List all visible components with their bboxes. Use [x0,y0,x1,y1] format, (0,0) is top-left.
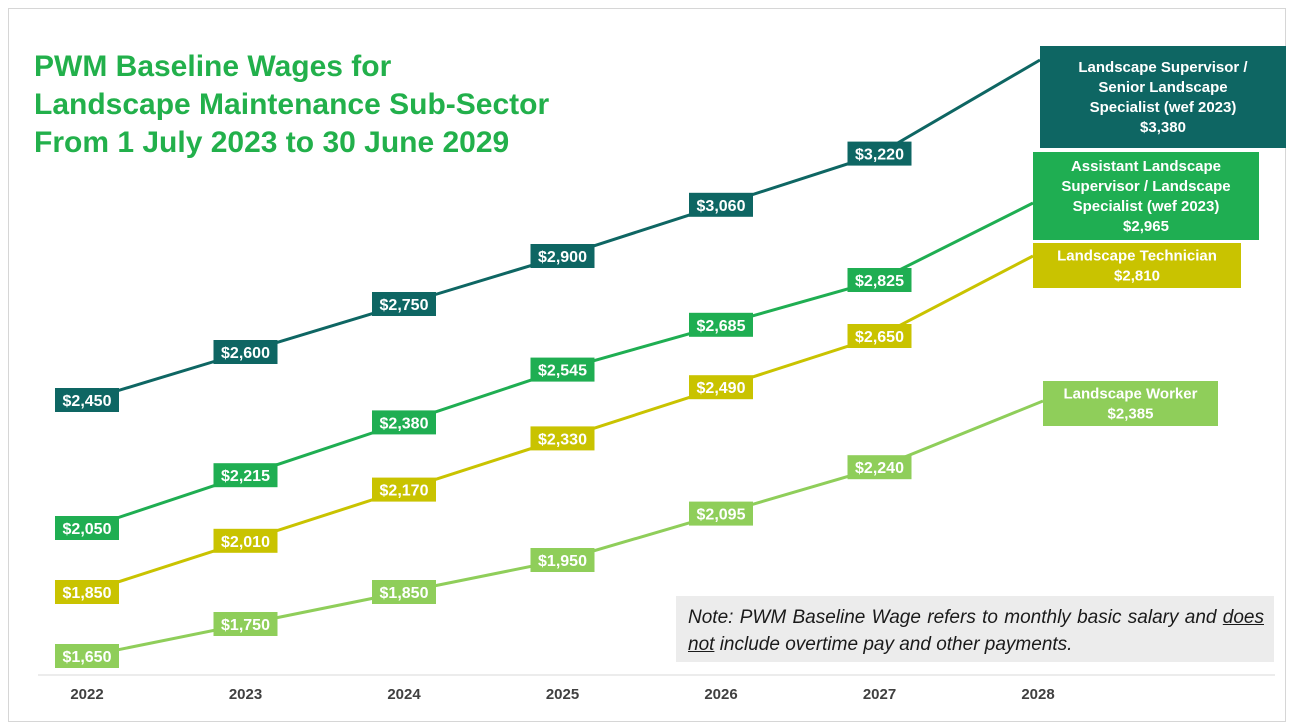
footnote: Note: PWM Baseline Wage refers to monthl… [676,596,1274,662]
series-name-line: Specialist (wef 2023) [1090,99,1237,116]
chart-frame [8,8,1286,722]
data-point-box [530,548,595,572]
data-label: $2,825 [855,273,904,290]
x-tick-label: 2025 [546,686,579,703]
data-point-box [847,268,912,292]
note-underlined: does not [688,607,1264,655]
data-point-box [689,375,753,400]
data-label: $2,330 [538,431,587,448]
series-end-label-box [1040,46,1286,148]
data-label: $2,650 [855,329,904,346]
series-layer: $2,450 $2,600 $2,750 $2,900 $3,060 $3,220 Land… [55,46,1286,668]
data-point-box [372,292,436,316]
data-point-box [372,477,436,502]
data-label: $2,490 [697,380,746,397]
series-name-line: Senior Landscape [1098,79,1227,96]
series-name-line: Specialist (wef 2023) [1073,198,1220,215]
data-label: $2,170 [380,483,429,500]
title-line-2: Landscape Maintenance Sub-Sector [34,88,550,121]
data-point-box [847,455,912,480]
data-label: $2,900 [538,249,587,266]
series-end-label-box [1033,243,1241,288]
series-name-line: Landscape Technician [1057,248,1217,265]
series-end-value: $2,810 [1114,268,1160,285]
x-tick-label: 2026 [704,686,737,703]
data-point-box [213,528,278,553]
title-line-1: PWM Baseline Wages for [34,50,392,83]
series-name-line: Assistant Landscape [1071,158,1221,175]
x-tick-label: 2028 [1021,686,1054,703]
series-end-value: $2,385 [1108,406,1154,423]
data-label: $2,545 [538,363,587,380]
data-point-box [372,410,436,435]
data-label: $2,240 [855,460,904,477]
data-point-box [689,501,753,526]
data-label: $2,215 [221,468,270,485]
series-end-value: $2,965 [1123,218,1169,235]
series-1: $2,450 $2,600 $2,750 $2,900 $3,060 $3,220 Land… [55,46,1286,412]
data-point-box [372,580,436,604]
series-end-label-box [1033,152,1259,240]
x-tick-label: 2023 [229,686,262,703]
data-label: $2,010 [221,534,270,551]
series-name-line: Landscape Supervisor / [1078,59,1248,76]
data-label: $1,750 [221,617,270,634]
x-tick-label: 2022 [70,686,103,703]
data-point-box [55,580,119,604]
data-label: $2,450 [63,393,112,410]
data-label: $2,685 [697,318,746,335]
title-line-3: From 1 July 2023 to 30 June 2029 [34,126,510,159]
data-point-box [213,463,278,488]
data-label: $3,060 [697,198,746,215]
series-name-line: Landscape Worker [1064,386,1198,403]
data-point-box [530,426,595,451]
series-end-value: $3,380 [1140,119,1186,136]
x-tick-label: 2027 [863,686,896,703]
data-point-box [530,357,595,382]
data-point-box [213,340,278,364]
note-suffix: include overtime pay and other payments. [714,634,1073,655]
series-end-label-box [1043,381,1218,426]
series-name-line: Supervisor / Landscape [1061,178,1230,195]
data-point-box [55,388,119,412]
data-point-box [55,644,119,668]
data-label: $1,850 [380,585,429,602]
data-point-box [847,141,912,166]
series-4: $1,650 $1,750 $1,850 $1,950 $2,095 $2,240 Land… [55,381,1218,668]
series-2: $2,050 $2,215 $2,380 $2,545 $2,685 $2,825 Assi… [55,152,1259,540]
x-tick-labels: 2022 2023 2024 2025 2026 2027 2028 [70,686,1054,703]
x-tick-label: 2024 [387,686,421,703]
data-point-box [213,612,278,636]
series-3: $1,850 $2,010 $2,170 $2,330 $2,490 $2,650 Land… [55,243,1241,604]
data-label: $1,650 [63,649,112,666]
data-label: $2,050 [63,521,112,538]
data-label: $1,950 [538,553,587,570]
data-label: $1,850 [63,585,112,602]
data-label: $2,095 [697,507,746,524]
data-point-box [689,312,753,337]
data-point-box [689,192,753,217]
data-label: $2,380 [380,415,429,432]
data-label: $2,750 [380,297,429,314]
chart-title: PWM Baseline Wages for Landscape Mainten… [34,48,549,162]
note-prefix: Note: PWM Baseline Wage refers to monthl… [688,607,1223,628]
data-label: $3,220 [855,147,904,164]
data-point-box [55,516,119,540]
data-point-box [530,244,595,268]
data-label: $2,600 [221,345,270,362]
data-point-box [847,324,912,348]
